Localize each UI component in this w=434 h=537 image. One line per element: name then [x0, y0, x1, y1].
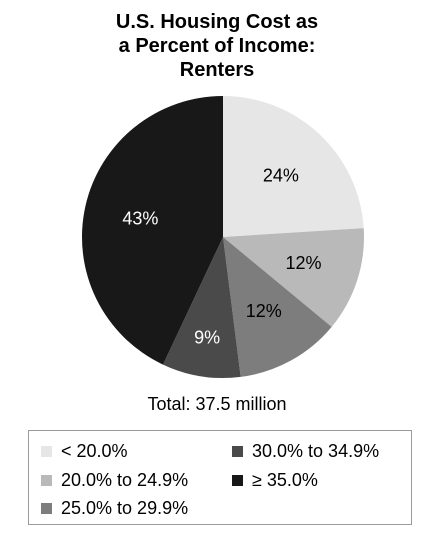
- legend-label-20-24: 20.0% to 24.9%: [61, 470, 189, 490]
- legend-swatch-20-24: [41, 475, 52, 486]
- legend-item-25-29: 25.0% to 29.9%: [41, 498, 188, 519]
- pie-label-20-24: 12%: [285, 253, 321, 273]
- pie-slice-ge-35: [82, 95, 223, 365]
- chart-title: U.S. Housing Cost as a Percent of Income…: [0, 10, 434, 82]
- legend-item-lt-20: < 20.0%: [41, 441, 128, 462]
- pie-label-25-29: 12%: [246, 301, 282, 321]
- legend-item-30-34: 30.0% to 34.9%: [232, 441, 379, 462]
- legend-swatch-lt-20: [41, 446, 52, 457]
- legend-label-ge-35: ≥ 35.0%: [252, 470, 318, 490]
- total-label: Total: 37.5 million: [147, 394, 287, 414]
- pie-label-lt-20: 24%: [263, 165, 299, 185]
- legend-swatch-30-34: [232, 446, 243, 457]
- pie-chart: 24% 12% 12% 9% 43%: [82, 95, 364, 379]
- legend-item-ge-35: ≥ 35.0%: [232, 470, 318, 491]
- legend-item-20-24: 20.0% to 24.9%: [41, 470, 188, 491]
- pie-slice-lt-20: [223, 96, 364, 237]
- legend-label-30-34: 30.0% to 34.9%: [252, 441, 380, 461]
- pie-slice-30-34: [162, 237, 241, 379]
- legend-swatch-25-29: [41, 503, 52, 514]
- legend-swatch-ge-35: [232, 475, 243, 486]
- legend-label-25-29: 25.0% to 29.9%: [61, 498, 189, 518]
- chart-title-line-3: Renters: [179, 59, 255, 81]
- chart-title-line-1: U.S. Housing Cost as: [115, 11, 319, 33]
- pie-label-30-34: 9%: [194, 327, 220, 347]
- legend-label-lt-20: < 20.0%: [61, 441, 128, 461]
- chart-title-line-2: a Percent of Income:: [118, 35, 316, 57]
- pie-slice-20-24: [223, 228, 364, 327]
- legend: < 20.0% 20.0% to 24.9% 25.0% to 29.9% 30…: [28, 430, 412, 525]
- pie-label-ge-35: 43%: [122, 209, 158, 229]
- pie-slice-25-29: [223, 237, 332, 377]
